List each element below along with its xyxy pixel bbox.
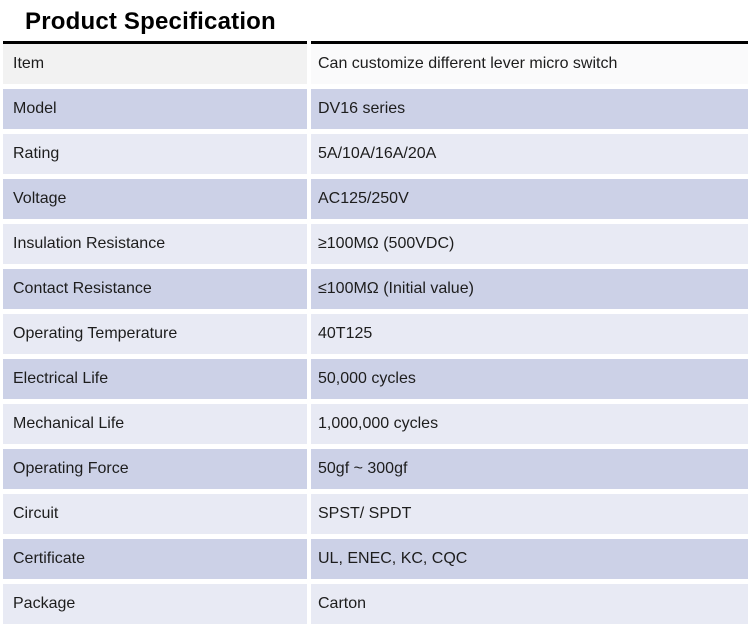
table-row: Electrical Life 50,000 cycles: [3, 359, 748, 399]
table-row: Model DV16 series: [3, 89, 748, 129]
spec-value-cell: 1,000,000 cycles: [311, 404, 748, 444]
table-row: Certificate UL, ENEC, KC, CQC: [3, 539, 748, 579]
table-row: Operating Temperature 40T125: [3, 314, 748, 354]
spec-value-cell: ≥100MΩ (500VDC): [311, 224, 748, 264]
spec-value-cell: ≤100MΩ (Initial value): [311, 269, 748, 309]
spec-value-cell: UL, ENEC, KC, CQC: [311, 539, 748, 579]
spec-label-cell: Model: [3, 89, 307, 129]
spec-value-cell: 40T125: [311, 314, 748, 354]
table-row: Insulation Resistance ≥100MΩ (500VDC): [3, 224, 748, 264]
spec-label-cell: Package: [3, 584, 307, 624]
table-row: Mechanical Life 1,000,000 cycles: [3, 404, 748, 444]
spec-value-cell: SPST/ SPDT: [311, 494, 748, 534]
table-row: Operating Force 50gf ~ 300gf: [3, 449, 748, 489]
spec-label-cell: Insulation Resistance: [3, 224, 307, 264]
table-row: Item Can customize different lever micro…: [3, 41, 748, 84]
spec-label-cell: Electrical Life: [3, 359, 307, 399]
table-row: Circuit SPST/ SPDT: [3, 494, 748, 534]
spec-label-cell: Certificate: [3, 539, 307, 579]
spec-label-cell: Voltage: [3, 179, 307, 219]
table-row: Rating 5A/10A/16A/20A: [3, 134, 748, 174]
spec-label-cell: Item: [3, 41, 307, 84]
spec-value-cell: Carton: [311, 584, 748, 624]
spec-value-cell: 5A/10A/16A/20A: [311, 134, 748, 174]
table-row: Voltage AC125/250V: [3, 179, 748, 219]
specification-table: Item Can customize different lever micro…: [3, 41, 748, 624]
spec-value-cell: Can customize different lever micro swit…: [311, 41, 748, 84]
spec-value-cell: 50gf ~ 300gf: [311, 449, 748, 489]
spec-label-cell: Contact Resistance: [3, 269, 307, 309]
spec-value-cell: DV16 series: [311, 89, 748, 129]
spec-label-cell: Circuit: [3, 494, 307, 534]
spec-label-cell: Operating Force: [3, 449, 307, 489]
table-row: Contact Resistance ≤100MΩ (Initial value…: [3, 269, 748, 309]
table-row: Package Carton: [3, 584, 748, 624]
spec-value-cell: 50,000 cycles: [311, 359, 748, 399]
spec-label-cell: Mechanical Life: [3, 404, 307, 444]
spec-value-cell: AC125/250V: [311, 179, 748, 219]
spec-label-cell: Operating Temperature: [3, 314, 307, 354]
spec-label-cell: Rating: [3, 134, 307, 174]
page-title: Product Specification: [25, 8, 276, 35]
